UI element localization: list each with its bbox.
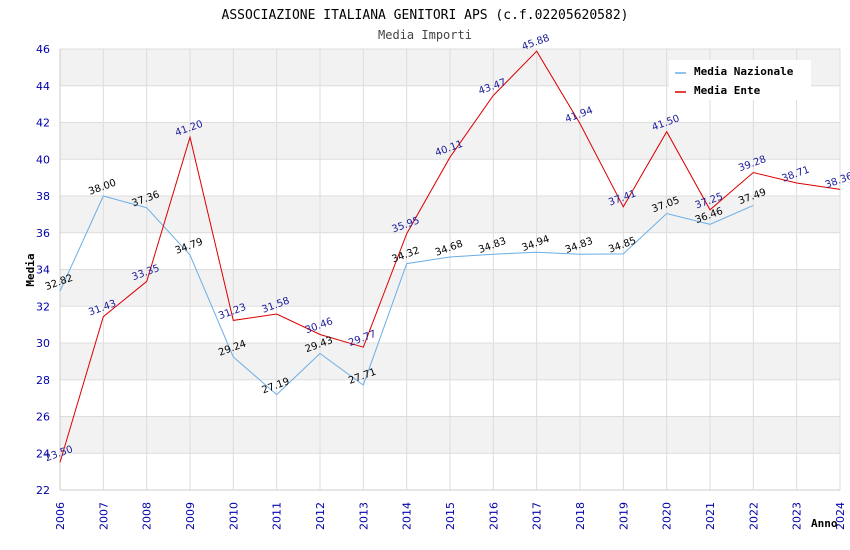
x-tick-label: 2016 [487, 502, 500, 530]
x-tick-label: 2019 [617, 502, 630, 530]
chart-subtitle: Media Importi [378, 28, 472, 42]
y-tick-label: 40 [36, 153, 50, 166]
x-axis-ticks: 2006 2007 2008 2009 2010 2011 2012 2013 2014 2015… [54, 502, 847, 530]
y-tick-label: 38 [36, 190, 50, 203]
y-tick-label: 42 [36, 117, 50, 130]
y-tick-label: 34 [36, 264, 50, 277]
series-line-ente [59, 50, 841, 463]
x-tick-label: 2006 [54, 502, 67, 530]
x-tick-label: 2010 [227, 502, 240, 530]
legend: Media Nazionale Media Ente [669, 60, 811, 100]
x-tick-label: 2022 [747, 502, 760, 530]
y-tick-label: 44 [36, 80, 50, 93]
x-axis-label: Anno [811, 517, 838, 530]
y-axis-ticks: 22 24 26 28 30 32 34 36 38 40 42 44 46 [36, 43, 50, 497]
x-tick-label: 2007 [97, 502, 110, 530]
x-tick-label: 2013 [357, 502, 370, 530]
y-axis-label: Media [24, 253, 37, 286]
grid-lines [59, 48, 841, 491]
y-tick-label: 46 [36, 43, 50, 56]
y-tick-label: 28 [36, 374, 50, 387]
chart-title: ASSOCIAZIONE ITALIANA GENITORI APS (c.f.… [222, 8, 629, 23]
y-tick-label: 22 [36, 484, 50, 497]
y-tick-label: 30 [36, 337, 50, 350]
x-tick-label: 2012 [314, 502, 327, 530]
series-lines [59, 50, 841, 463]
legend-label-ente: Media Ente [694, 84, 761, 97]
x-tick-label: 2023 [791, 502, 804, 530]
y-tick-label: 26 [36, 411, 50, 424]
legend-label-nazionale: Media Nazionale [694, 65, 794, 78]
x-tick-label: 2024 [834, 502, 847, 530]
x-tick-label: 2011 [271, 502, 284, 530]
x-tick-label: 2021 [704, 502, 717, 530]
y-tick-label: 32 [36, 300, 50, 313]
x-tick-label: 2014 [401, 502, 414, 530]
series-line-nazionale [59, 195, 754, 396]
x-tick-label: 2018 [574, 502, 587, 530]
x-tick-label: 2015 [444, 502, 457, 530]
legend-box [669, 60, 811, 100]
y-tick-label: 24 [36, 447, 50, 460]
y-tick-label: 36 [36, 227, 50, 240]
x-tick-label: 2008 [141, 502, 154, 530]
x-tick-label: 2020 [661, 502, 674, 530]
x-tick-label: 2017 [531, 502, 544, 530]
x-tick-label: 2009 [184, 502, 197, 530]
